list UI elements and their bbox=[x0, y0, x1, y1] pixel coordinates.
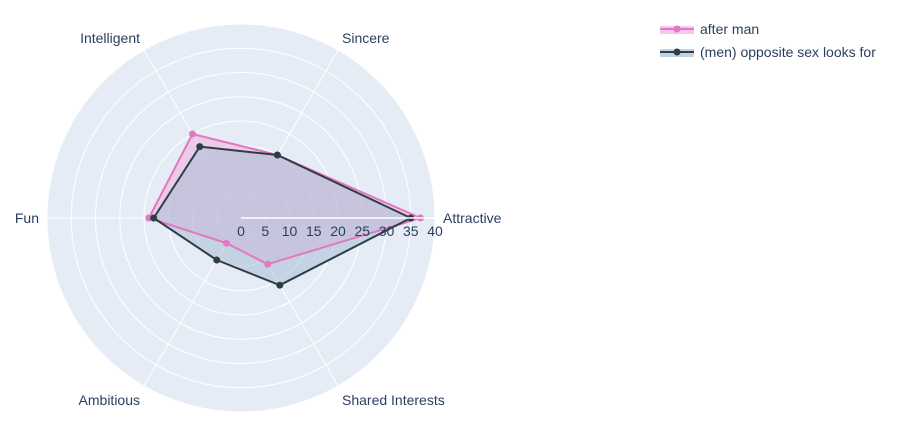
series-2-point-intelligent[interactable] bbox=[196, 143, 204, 151]
legend-item-1[interactable]: after man bbox=[660, 21, 759, 37]
series-2-point-ambitious[interactable] bbox=[213, 256, 221, 264]
series-2-point-shared-interests[interactable] bbox=[276, 281, 284, 289]
radial-tick-labels: 0 5 10 15 20 25 30 35 40 bbox=[237, 223, 443, 239]
series-2-point-fun[interactable] bbox=[150, 214, 158, 222]
axis-label-sincere: Sincere bbox=[342, 30, 390, 46]
series-2-point-sincere[interactable] bbox=[273, 151, 281, 159]
radial-tick-label: 20 bbox=[330, 223, 346, 239]
radial-tick-label: 40 bbox=[427, 223, 443, 239]
radial-tick-label: 5 bbox=[261, 223, 269, 239]
series-1-point-ambitious[interactable] bbox=[222, 239, 230, 247]
radial-tick-label: 0 bbox=[237, 223, 245, 239]
axis-label-fun: Fun bbox=[15, 210, 39, 226]
axis-label-shared-interests: Shared Interests bbox=[342, 392, 445, 408]
series-layer bbox=[145, 130, 424, 289]
radial-tick-label: 25 bbox=[354, 223, 370, 239]
series-1-point-intelligent[interactable] bbox=[189, 130, 196, 138]
radial-tick-label: 10 bbox=[282, 223, 298, 239]
legend-label: (men) opposite sex looks for bbox=[700, 44, 876, 60]
radial-tick-label: 15 bbox=[306, 223, 322, 239]
angular-axis-labels: Attractive Sincere Intelligent Fun Ambitious… bbox=[15, 30, 502, 408]
axis-label-intelligent: Intelligent bbox=[80, 30, 140, 46]
legend-item-2[interactable]: (men) opposite sex looks for bbox=[660, 44, 876, 60]
axis-label-ambitious: Ambitious bbox=[79, 392, 140, 408]
radial-tick-label: 35 bbox=[403, 223, 419, 239]
legend-marker bbox=[673, 48, 681, 56]
legend-marker bbox=[673, 25, 681, 33]
axis-label-attractive: Attractive bbox=[443, 210, 502, 226]
radial-tick-label: 30 bbox=[379, 223, 395, 239]
series-1-point-fun[interactable] bbox=[145, 214, 153, 222]
series-1-point-shared-interests[interactable] bbox=[264, 260, 272, 268]
legend: after man (men) opposite sex looks for bbox=[660, 21, 876, 60]
legend-label: after man bbox=[700, 21, 759, 37]
